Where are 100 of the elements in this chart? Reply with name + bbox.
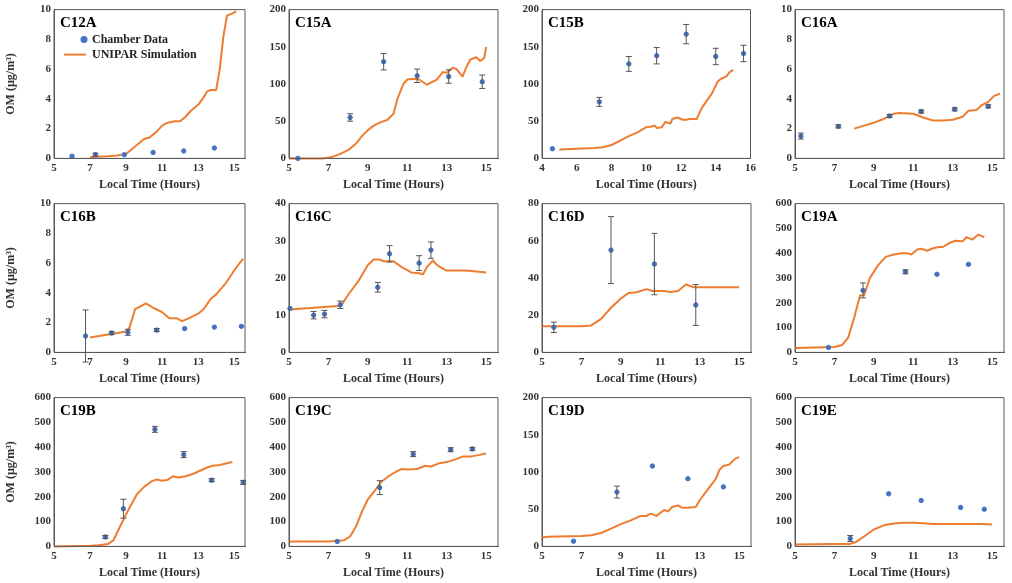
y-tick-label: 150: [522, 427, 540, 440]
chart-title: C16D: [548, 207, 585, 224]
x-tick-label: 7: [87, 160, 94, 173]
x-tick-label: 9: [123, 548, 130, 561]
x-tick-label: 11: [156, 160, 168, 173]
x-axis-title: Local Time (Hours): [596, 564, 697, 579]
x-tick-label: 6: [574, 160, 580, 173]
x-tick-label: 7: [578, 548, 585, 561]
x-axis-title: Local Time (Hours): [595, 176, 697, 191]
y-tick-label: 300: [34, 464, 52, 477]
x-tick-label: 13: [947, 354, 959, 367]
x-tick-label: 9: [365, 160, 372, 173]
x-axis-title: Local Time (Hours): [849, 564, 950, 579]
x-tick-label: 15: [228, 548, 241, 561]
x-tick-label: 15: [733, 354, 746, 367]
y-tick-label: 400: [34, 440, 52, 453]
y-tick-label: 600: [34, 390, 52, 403]
y-tick-label: 10: [40, 2, 52, 15]
y-tick-label: 200: [775, 489, 793, 502]
x-tick-label: 7: [831, 160, 838, 173]
y-tick-label: 50: [528, 114, 540, 127]
x-tick-label: 13: [192, 548, 205, 561]
x-tick-label: 11: [402, 160, 413, 173]
x-tick-label: 7: [325, 548, 332, 561]
chart-title: C12A: [60, 13, 97, 30]
legend-label: UNIPAR Simulation: [92, 46, 198, 61]
y-tick-label: 0: [45, 151, 52, 164]
x-tick-label: 5: [286, 160, 293, 173]
x-tick-label: 13: [947, 548, 959, 561]
y-tick-label: 4: [786, 91, 793, 104]
x-axis-title: Local Time (Hours): [849, 370, 950, 385]
x-tick-label: 15: [228, 160, 241, 173]
chart-title: C16C: [295, 207, 332, 224]
y-tick-label: 6: [45, 61, 52, 74]
x-tick-label: 13: [947, 160, 959, 173]
x-tick-label: 15: [733, 548, 746, 561]
y-tick-label: 300: [269, 464, 287, 477]
x-tick-label: 15: [480, 160, 493, 173]
y-tick-label: 400: [775, 440, 793, 453]
y-tick-label: 200: [522, 390, 540, 403]
x-tick-label: 8: [608, 160, 615, 173]
x-axis-title: Local Time (Hours): [343, 370, 444, 385]
y-tick-label: 200: [269, 2, 287, 15]
x-tick-label: 7: [325, 354, 332, 367]
x-tick-label: 7: [831, 548, 838, 561]
y-tick-label: 0: [786, 539, 793, 552]
y-tick-label: 500: [269, 415, 287, 428]
x-axis-title: Local Time (Hours): [99, 370, 200, 385]
x-tick-label: 11: [908, 354, 919, 367]
y-tick-label: 40: [528, 270, 540, 283]
chart-title: C15B: [548, 13, 584, 30]
legend-label: Chamber Data: [92, 31, 169, 46]
chart-title: C16B: [60, 207, 96, 224]
y-tick-label: 0: [786, 151, 793, 164]
x-tick-label: 9: [123, 354, 130, 367]
x-tick-label: 13: [694, 354, 706, 367]
y-axis-title: OM (µg/m³): [3, 441, 18, 503]
y-tick-label: 20: [275, 270, 287, 283]
y-tick-label: 100: [775, 320, 793, 333]
y-tick-label: 10: [40, 196, 52, 209]
y-tick-label: 2: [45, 315, 52, 328]
x-tick-label: 7: [578, 354, 585, 367]
x-axis-title: Local Time (Hours): [99, 564, 200, 579]
chart-title: C19A: [801, 207, 838, 224]
x-tick-label: 11: [908, 160, 919, 173]
x-tick-label: 5: [539, 548, 546, 561]
y-tick-label: 20: [528, 308, 540, 321]
y-tick-label: 150: [269, 39, 287, 52]
y-tick-label: 100: [34, 514, 52, 527]
x-axis-title: Local Time (Hours): [596, 370, 697, 385]
x-tick-label: 12: [675, 160, 687, 173]
x-tick-label: 13: [192, 354, 205, 367]
y-tick-label: 200: [775, 295, 793, 308]
y-tick-label: 600: [269, 390, 287, 403]
y-tick-label: 400: [775, 246, 793, 259]
y-tick-label: 400: [269, 440, 287, 453]
y-tick-label: 8: [45, 32, 52, 45]
y-tick-label: 500: [775, 415, 793, 428]
y-tick-label: 0: [280, 539, 287, 552]
y-tick-label: 0: [533, 539, 540, 552]
y-axis-title: OM (µg/m³): [3, 53, 18, 115]
x-axis-title: Local Time (Hours): [99, 176, 200, 191]
y-tick-label: 200: [34, 489, 52, 502]
x-tick-label: 7: [831, 354, 838, 367]
x-tick-label: 11: [655, 548, 666, 561]
y-tick-label: 0: [533, 151, 540, 164]
x-tick-label: 13: [192, 160, 205, 173]
x-tick-label: 9: [871, 548, 878, 561]
x-tick-label: 5: [286, 548, 293, 561]
x-tick-label: 11: [655, 354, 666, 367]
y-axis-title: OM (µg/m³): [3, 247, 18, 309]
y-tick-label: 8: [786, 32, 793, 45]
y-tick-label: 600: [775, 196, 793, 209]
x-tick-label: 5: [51, 160, 58, 173]
y-tick-label: 40: [275, 196, 287, 209]
x-tick-label: 11: [402, 548, 413, 561]
x-tick-label: 5: [286, 354, 293, 367]
y-tick-label: 0: [280, 345, 287, 358]
x-tick-label: 11: [402, 354, 413, 367]
y-tick-label: 300: [775, 270, 793, 283]
